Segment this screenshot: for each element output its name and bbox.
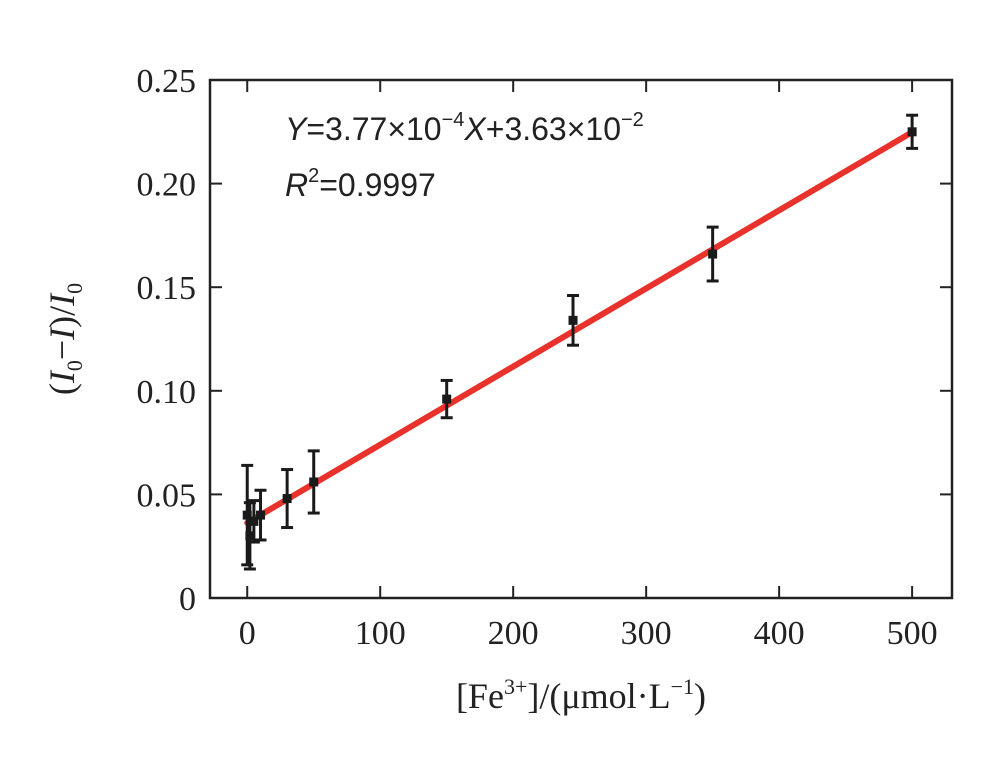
plot-frame [208,78,954,600]
y-tick-label: 0.25 [137,63,197,100]
point-marker [568,315,578,325]
x-tick-label: 500 [887,615,938,652]
equation-annotation: Y=3.77×10−4X+3.63×10−2 [285,109,644,147]
point-marker [245,531,255,541]
data-point [307,449,320,515]
data-point [906,113,919,150]
x-tick-label: 0 [239,615,256,652]
point-marker [907,127,917,137]
x-axis-title: [Fe3+]/(μmol·L−1) [456,674,706,716]
point-marker [242,510,252,520]
y-axis-title: (I0−I)/I0 [42,283,87,395]
x-tick-label: 400 [754,615,805,652]
data-point [247,499,260,544]
fit-line-group [244,129,916,526]
data-points [241,113,919,571]
point-marker [309,477,319,487]
x-tick-label: 100 [355,615,406,652]
y-tick-label: 0 [179,581,196,618]
y-tick-label: 0.05 [137,477,197,514]
fit-line [244,129,916,526]
y-tick-label: 0.10 [137,374,197,411]
point-marker [708,249,718,259]
point-marker [442,394,452,404]
data-point [254,488,267,542]
x-tick-label: 300 [621,615,672,652]
point-marker [249,516,259,526]
data-point [241,463,254,567]
y-tick-label: 0.20 [137,167,197,204]
data-point [440,378,453,420]
x-tick-label: 200 [488,615,539,652]
axis-ticks: 0 100 200 300 400 500 0 0.05 0.10 0.15 0.20 0.25 [137,63,952,652]
data-point [567,293,580,347]
point-marker [282,494,292,504]
point-marker [256,510,266,520]
y-tick-label: 0.15 [137,270,197,307]
data-point [281,468,294,530]
data-point [706,225,719,283]
r-squared-annotation: R2=0.9997 [285,165,436,203]
